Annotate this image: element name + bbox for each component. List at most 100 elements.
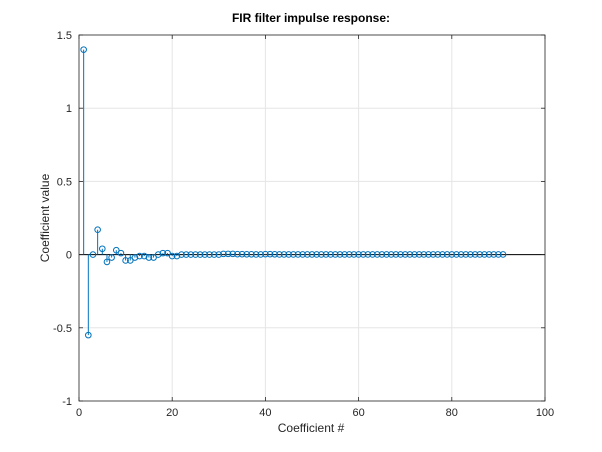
stem-marker [350,251,358,258]
stem-marker [415,251,423,258]
stem-marker [341,251,348,258]
stem-marker [308,251,316,258]
stem-marker [238,250,246,258]
stem-marker [462,251,470,258]
x-tick-label: 0 [76,407,82,419]
stem-marker [420,251,428,258]
stem-marker [448,251,456,258]
stem-marker [280,251,288,258]
y-tick-label: 0 [66,250,72,262]
stem-marker [387,251,395,258]
stem-marker [206,251,213,258]
stem-marker [378,251,386,258]
chart-title: FIR filter impulse response: [232,11,390,25]
stem-marker [196,251,204,258]
stem-marker [439,251,446,258]
stem-marker [164,249,171,257]
stem-marker [336,251,344,258]
stem-marker [364,251,372,258]
stem-marker [434,251,442,258]
stem-marker [276,251,283,258]
stem-marker [103,258,111,266]
y-tick-label: 0.5 [57,176,72,188]
stem-marker [495,251,502,258]
y-tick-label: -0.5 [53,323,72,335]
y-tick-label: 1.5 [57,30,72,42]
stem-marker [457,251,465,258]
x-tick-label: 40 [259,407,271,419]
x-tick-label: 20 [166,407,178,419]
stem-marker [411,251,418,258]
stem-marker [290,251,297,258]
stem-marker [406,251,414,258]
stem-marker [285,251,293,258]
stem-marker [271,251,279,258]
y-axis-label: Coefficient value [38,173,52,262]
stem-marker [397,251,404,258]
stem-marker [257,251,265,258]
y-tick-label: -1 [62,396,72,408]
stem-marker [80,46,87,53]
stem-marker [136,252,143,260]
axis-ticks: 0 20 40 60 80 100 -1 -0.5 0 0.5 1 1.5 [53,30,554,419]
stem-marker [99,245,106,253]
stem-marker [322,251,330,258]
stem-marker [187,251,195,258]
stem-marker [304,251,311,258]
stem-marker [485,251,493,258]
stem-marker [252,251,260,258]
stem-marker [85,331,92,339]
stem-marker [355,251,362,258]
stem-marker [332,251,339,258]
x-tick-label: 80 [446,407,458,419]
stem-marker [359,251,367,258]
stem-marker [117,249,125,257]
stem-marker [499,251,507,258]
stem-marker [476,251,484,258]
stem-marker [210,251,218,258]
stem-marker [294,251,302,258]
stem-marker [248,251,255,258]
stem-marker [159,249,167,257]
x-tick-label: 100 [536,407,554,419]
stem-marker [145,254,153,261]
stem-marker [429,251,437,258]
stem-marker [201,251,209,258]
stem-marker [234,250,241,258]
stem-marker [383,251,390,258]
stem-marker [327,251,334,258]
stem-marker [182,251,190,258]
stem-marker [266,250,274,258]
stem-marker [262,250,269,258]
stem-marker [425,251,432,258]
stem-marker [401,251,409,258]
stem-marker [173,252,181,260]
stem-marker [154,251,162,258]
stem-marker [471,251,479,258]
stem-marker [108,254,115,261]
stem-marker [443,251,451,258]
stem-marker [369,251,376,258]
stem-marker [140,252,148,260]
stem-marker [299,251,306,258]
stem-marker [220,250,227,258]
stem-marker [467,251,474,258]
grid [78,34,546,402]
stem-marker [192,251,199,258]
stem-marker [392,251,400,258]
stem-marker [122,257,129,264]
plot-frame [78,34,546,402]
stem-marker [490,251,498,258]
stem-marker [345,251,353,258]
y-tick-label: 1 [66,103,72,115]
stem-marker [112,246,120,254]
stem-marker [224,250,232,258]
stem-marker [178,251,185,258]
stem-marker [318,251,325,258]
stem-marker [215,251,223,258]
stem-marker [126,257,134,264]
stem-marker [131,254,139,261]
stem-marker [94,226,101,234]
x-axis-label: Coefficient # [278,421,345,435]
